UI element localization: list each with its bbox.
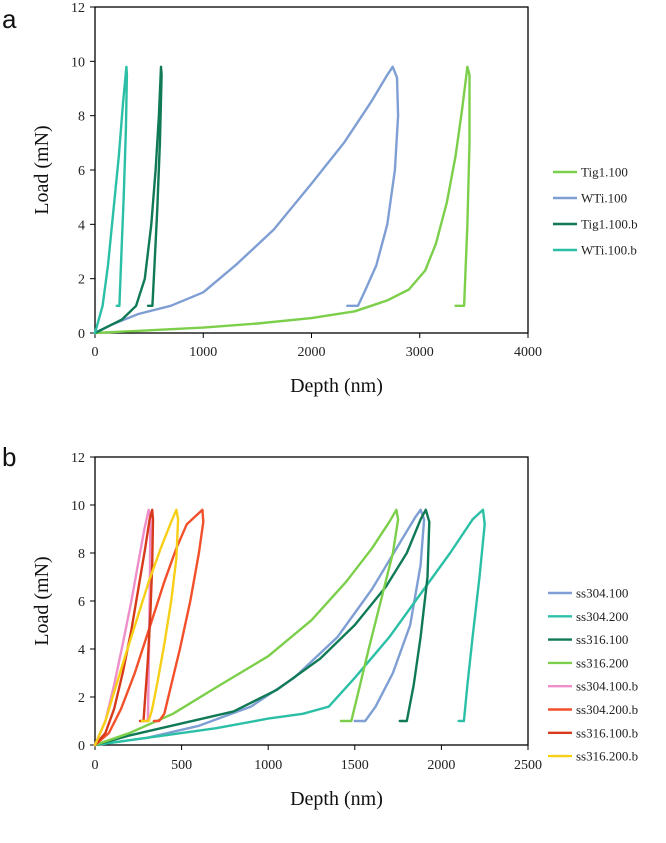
legend-entry: ss304.200.b [576, 702, 638, 717]
legend-entry: Tig1.100 [581, 165, 628, 180]
y-tick-label: 12 [71, 1, 85, 16]
series-line-ss304-200-b [93, 508, 205, 747]
x-axis-label: Depth (nm) [290, 375, 383, 397]
x-tick-label: 1000 [189, 345, 217, 360]
legend-entry: WTi.100.b [581, 243, 637, 258]
x-tick-label: 1500 [341, 758, 369, 773]
legend-entry: ss316.100 [576, 632, 628, 647]
x-tick-label: 0 [92, 345, 99, 360]
series-line-wti-100-b [93, 65, 129, 335]
legend-entry: ss316.200.b [576, 749, 638, 764]
x-tick-label: 500 [171, 758, 192, 773]
series-line-ss316-100-b [93, 508, 155, 747]
y-tick-label: 2 [78, 691, 85, 706]
x-tick-label: 0 [92, 758, 99, 773]
series-line-ss304-200 [93, 508, 486, 747]
y-tick-label: 4 [78, 218, 85, 233]
y-tick-label: 10 [71, 55, 85, 70]
series-line-tig1-100-b [93, 65, 163, 335]
series-line-ss316-100 [93, 508, 431, 747]
y-tick-label: 6 [78, 164, 85, 179]
panel-letter: a [2, 4, 17, 34]
legend-entry: ss316.200 [576, 655, 628, 670]
y-tick-label: 10 [71, 499, 85, 514]
y-tick-label: 0 [78, 327, 85, 342]
y-tick-label: 2 [78, 273, 85, 288]
series-line-tig1-100 [93, 65, 471, 335]
y-tick-label: 8 [78, 110, 85, 125]
x-tick-label: 2500 [514, 758, 542, 773]
series-line-ss304-100-b [93, 508, 152, 747]
x-tick-label: 3000 [406, 345, 434, 360]
y-tick-label: 6 [78, 595, 85, 610]
y-tick-label: 12 [71, 451, 85, 466]
panel-letter: b [2, 442, 16, 472]
x-tick-label: 4000 [514, 345, 542, 360]
panel-a: a 0 2 4 6 8 10 12 0 1000 2000 3000 4000 Depth (nm) Loa… [2, 1, 638, 397]
x-axis-label: Depth (nm) [290, 788, 383, 810]
series-line-ss316-200-b [93, 508, 180, 747]
legend-entry: ss304.100.b [576, 679, 638, 694]
y-tick-label: 4 [78, 643, 85, 658]
legend-entry: ss304.200 [576, 609, 628, 624]
plot-frame [94, 456, 529, 746]
x-tick-label: 2000 [427, 758, 455, 773]
y-tick-label: 0 [78, 739, 85, 754]
y-axis-label: Load (mN) [31, 125, 53, 214]
series-line-ss304-100 [93, 508, 426, 747]
y-axis-label: Load (mN) [31, 556, 53, 645]
legend-entry: Tig1.100.b [581, 217, 638, 232]
series-line-wti-100 [93, 65, 400, 335]
panel-b: b 0 2 4 6 8 10 12 0 500 1000 1500 2000 2500 Depth (nm)… [2, 442, 638, 810]
legend-entry: WTi.100 [581, 191, 627, 206]
legend-entry: ss304.100 [576, 586, 628, 601]
series-line-ss316-200 [93, 508, 400, 747]
x-tick-label: 1000 [254, 758, 282, 773]
y-tick-label: 8 [78, 547, 85, 562]
x-tick-label: 2000 [298, 345, 326, 360]
legend-entry: ss316.100.b [576, 725, 638, 740]
